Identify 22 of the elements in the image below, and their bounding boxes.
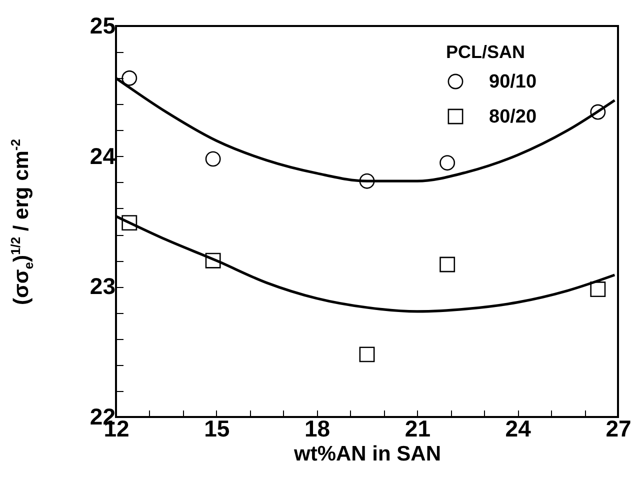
legend-label: 90/10 [489, 72, 537, 92]
y-tick-label: 24 [90, 142, 116, 169]
point [122, 215, 138, 231]
point [205, 252, 221, 268]
point [440, 155, 456, 171]
point [440, 256, 456, 272]
legend-title: PCL/SAN [446, 42, 526, 62]
legend-label: 80/20 [489, 106, 537, 128]
point [359, 173, 375, 189]
x-tick-label: 27 [606, 416, 632, 442]
point [122, 70, 138, 86]
x-tick-label: 15 [204, 416, 230, 442]
y-tick-label: 23 [90, 273, 116, 300]
point [590, 282, 606, 297]
y-tick-label: 25 [90, 12, 116, 38]
point [205, 151, 221, 167]
x-tick-label: 24 [505, 416, 532, 442]
x-axis-title: wt%AN in SAN [293, 442, 441, 466]
x-tick-label: 18 [304, 416, 330, 442]
point [359, 346, 375, 362]
x-tick-label: 21 [404, 416, 431, 442]
point [590, 104, 606, 120]
